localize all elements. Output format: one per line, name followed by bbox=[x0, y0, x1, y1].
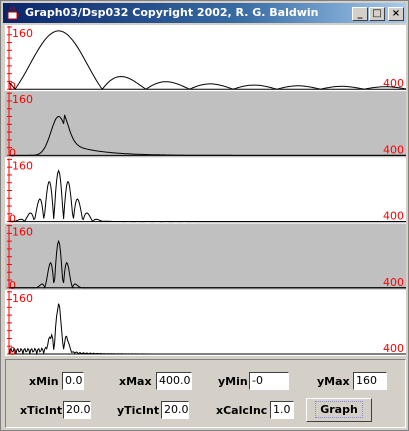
xmax-tick-label: 400 bbox=[383, 210, 404, 223]
ymax-tick-label: 160 bbox=[12, 292, 33, 305]
ymax-field[interactable]: 160 bbox=[353, 372, 387, 390]
xmax-tick-label: 400 bbox=[383, 276, 404, 289]
window-title: Graph03/Dsp032 Copyright 2002, R. G. Bal… bbox=[25, 6, 319, 19]
graph-area: 160 0 400 160 0 400 160 0 400 160 0 400 160 0 400 bbox=[5, 25, 407, 358]
plot-panel-4 bbox=[5, 223, 406, 290]
xmax-field[interactable]: 400.0 bbox=[156, 372, 192, 390]
ymax-tick-label: 160 bbox=[12, 27, 33, 40]
xticint-label: xTicInt bbox=[20, 404, 63, 417]
xmin-tick-label: 0 bbox=[9, 279, 16, 292]
maximize-button[interactable]: □ bbox=[369, 7, 385, 21]
close-button[interactable]: × bbox=[388, 7, 404, 21]
plot-curve bbox=[8, 30, 407, 91]
xmin-tick-label: 0 bbox=[9, 213, 16, 226]
ymin-label: yMin bbox=[218, 375, 248, 388]
xmin-label: xMin bbox=[29, 375, 59, 388]
xmin-tick-label: 0 bbox=[9, 146, 16, 159]
plot-curve bbox=[9, 114, 406, 156]
yticint-field[interactable]: 20.0 bbox=[161, 401, 189, 419]
minimize-button[interactable]: _ bbox=[352, 7, 368, 21]
plot-curve bbox=[9, 239, 406, 289]
xmax-tick-label: 400 bbox=[383, 143, 404, 156]
ymax-tick-label: 160 bbox=[12, 226, 33, 239]
graph-button[interactable]: Graph bbox=[306, 398, 372, 422]
java-cup-icon bbox=[7, 5, 19, 20]
xmax-tick-label: 400 bbox=[383, 342, 404, 355]
ymax-tick-label: 160 bbox=[12, 93, 33, 106]
yticint-label: yTicInt bbox=[117, 404, 160, 417]
ymin-field[interactable]: -0 bbox=[249, 372, 289, 390]
controls-panel: xMin 0.0 xMax 400.0 yMin -0 yMax 160 xTi… bbox=[5, 359, 406, 428]
ymax-label: yMax bbox=[317, 375, 350, 388]
title-bar[interactable]: Graph03/Dsp032 Copyright 2002, R. G. Bal… bbox=[3, 3, 406, 23]
plot-curve bbox=[8, 303, 406, 356]
plot-panel-2 bbox=[5, 91, 406, 158]
xmin-field[interactable]: 0.0 bbox=[62, 372, 84, 390]
xmax-label: xMax bbox=[119, 375, 152, 388]
xcalcinc-label: xCalcInc bbox=[216, 404, 268, 417]
ymax-tick-label: 160 bbox=[12, 159, 33, 172]
plot-curve bbox=[9, 169, 406, 223]
graph-button-label: Graph bbox=[315, 401, 363, 418]
plot-panel-3 bbox=[5, 157, 406, 224]
plot-panel-1 bbox=[5, 25, 406, 92]
plot-panel-5 bbox=[5, 289, 406, 356]
xcalcinc-field[interactable]: 1.0 bbox=[270, 401, 294, 419]
xticint-field[interactable]: 20.0 bbox=[63, 401, 91, 419]
